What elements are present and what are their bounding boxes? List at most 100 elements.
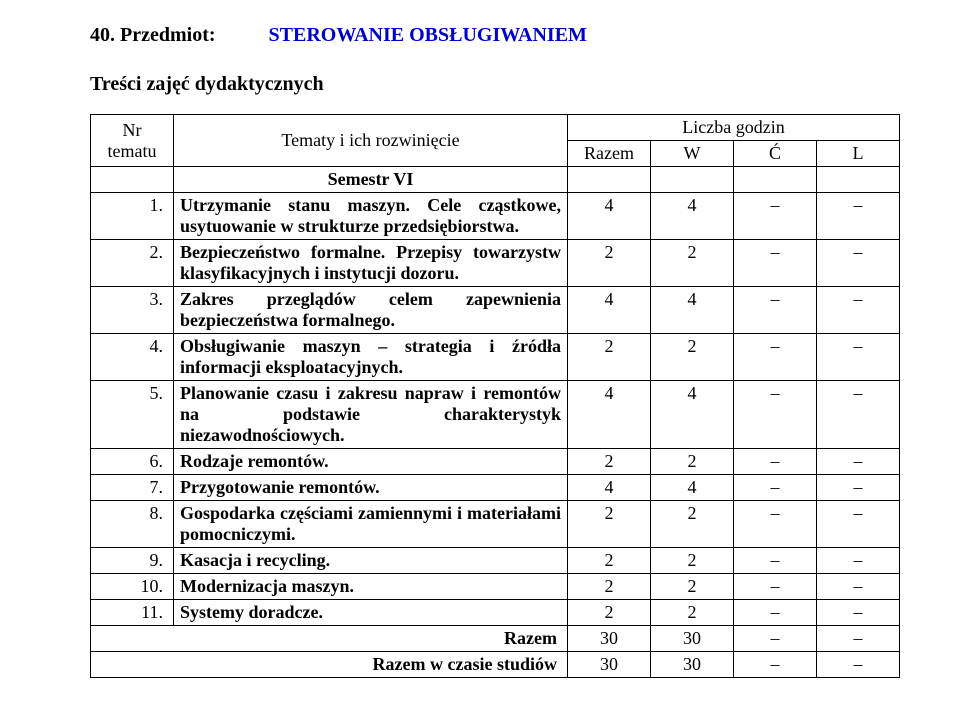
- total-studia-label: Razem w czasie studiów: [91, 652, 568, 678]
- row-razem: 4: [568, 193, 651, 240]
- row-razem: 2: [568, 600, 651, 626]
- row-number: 8.: [91, 501, 174, 548]
- row-c: –: [734, 287, 817, 334]
- row-w: 2: [651, 449, 734, 475]
- row-c: –: [734, 475, 817, 501]
- row-w: 2: [651, 501, 734, 548]
- przedmiot-label: Przedmiot:: [120, 24, 216, 46]
- col-header-razem: Razem: [568, 141, 651, 167]
- row-number: 11.: [91, 600, 174, 626]
- row-number: 1.: [91, 193, 174, 240]
- row-number: 9.: [91, 548, 174, 574]
- col-header-c: Ć: [734, 141, 817, 167]
- row-w: 2: [651, 334, 734, 381]
- table-row: 9.Kasacja i recycling.22––: [91, 548, 900, 574]
- table-row: 6.Rodzaje remontów.22––: [91, 449, 900, 475]
- row-topic: Obsługiwanie maszyn – strategia i źródła…: [174, 334, 568, 381]
- total-row-studia: Razem w czasie studiów3030––: [91, 652, 900, 678]
- row-razem: 2: [568, 574, 651, 600]
- col-header-l: L: [817, 141, 900, 167]
- row-razem: 2: [568, 548, 651, 574]
- row-c: –: [734, 449, 817, 475]
- table-row: 11.Systemy doradcze.22––: [91, 600, 900, 626]
- row-number: 2.: [91, 240, 174, 287]
- table-row: 7.Przygotowanie remontów.44––: [91, 475, 900, 501]
- col-header-tematy: Tematy i ich rozwinięcie: [174, 115, 568, 167]
- row-topic: Rodzaje remontów.: [174, 449, 568, 475]
- row-c: –: [734, 548, 817, 574]
- row-l: –: [817, 240, 900, 287]
- row-l: –: [817, 449, 900, 475]
- total-razem-label: Razem: [91, 626, 568, 652]
- header-line: 40. Przedmiot: STEROWANIE OBSŁUGIWANIEM: [90, 24, 900, 47]
- semester-label: Semestr VI: [174, 167, 568, 193]
- page: 40. Przedmiot: STEROWANIE OBSŁUGIWANIEM …: [0, 0, 960, 718]
- table-row: 2.Bezpieczeństwo formalne. Przepisy towa…: [91, 240, 900, 287]
- row-topic: Gospodarka częściami zamiennymi i materi…: [174, 501, 568, 548]
- row-c: –: [734, 193, 817, 240]
- row-topic: Modernizacja maszyn.: [174, 574, 568, 600]
- row-w: 2: [651, 600, 734, 626]
- subject-title: STEROWANIE OBSŁUGIWANIEM: [269, 24, 587, 46]
- row-w: 4: [651, 381, 734, 449]
- row-w: 2: [651, 240, 734, 287]
- row-w: 2: [651, 548, 734, 574]
- topics-table: Nr tematu Tematy i ich rozwinięcie Liczb…: [90, 114, 900, 678]
- table-row: 1.Utrzymanie stanu maszyn. Cele cząstkow…: [91, 193, 900, 240]
- row-number: 5.: [91, 381, 174, 449]
- total-razem-w: 30: [651, 626, 734, 652]
- row-topic: Utrzymanie stanu maszyn. Cele cząstkowe,…: [174, 193, 568, 240]
- total-studia-w: 30: [651, 652, 734, 678]
- row-razem: 4: [568, 287, 651, 334]
- total-razem-razem: 30: [568, 626, 651, 652]
- row-l: –: [817, 287, 900, 334]
- row-c: –: [734, 574, 817, 600]
- total-razem-l: –: [817, 626, 900, 652]
- row-number: 4.: [91, 334, 174, 381]
- row-c: –: [734, 381, 817, 449]
- row-razem: 2: [568, 501, 651, 548]
- row-l: –: [817, 475, 900, 501]
- row-razem: 4: [568, 381, 651, 449]
- col-header-nr: Nr tematu: [91, 115, 174, 167]
- row-razem: 2: [568, 334, 651, 381]
- row-topic: Planowanie czasu i zakresu napraw i remo…: [174, 381, 568, 449]
- row-topic: Przygotowanie remontów.: [174, 475, 568, 501]
- row-l: –: [817, 381, 900, 449]
- row-l: –: [817, 501, 900, 548]
- total-studia-razem: 30: [568, 652, 651, 678]
- row-l: –: [817, 548, 900, 574]
- row-topic: Bezpieczeństwo formalne. Przepisy towarz…: [174, 240, 568, 287]
- total-studia-l: –: [817, 652, 900, 678]
- row-w: 4: [651, 287, 734, 334]
- table-row: 5.Planowanie czasu i zakresu napraw i re…: [91, 381, 900, 449]
- row-number: 10.: [91, 574, 174, 600]
- semester-row: Semestr VI: [91, 167, 900, 193]
- row-number: 6.: [91, 449, 174, 475]
- row-w: 4: [651, 193, 734, 240]
- row-topic: Systemy doradcze.: [174, 600, 568, 626]
- row-c: –: [734, 501, 817, 548]
- section-number: 40.: [90, 24, 115, 46]
- total-razem-c: –: [734, 626, 817, 652]
- row-w: 4: [651, 475, 734, 501]
- row-topic: Kasacja i recycling.: [174, 548, 568, 574]
- row-topic: Zakres przeglądów celem zapewnienia bezp…: [174, 287, 568, 334]
- row-l: –: [817, 334, 900, 381]
- table-row: 4.Obsługiwanie maszyn – strategia i źród…: [91, 334, 900, 381]
- table-row: 3.Zakres przeglądów celem zapewnienia be…: [91, 287, 900, 334]
- row-number: 3.: [91, 287, 174, 334]
- row-c: –: [734, 334, 817, 381]
- table-row: 10.Modernizacja maszyn.22––: [91, 574, 900, 600]
- total-row-razem: Razem3030––: [91, 626, 900, 652]
- table-row: 8.Gospodarka częściami zamiennymi i mate…: [91, 501, 900, 548]
- row-c: –: [734, 600, 817, 626]
- row-razem: 2: [568, 240, 651, 287]
- row-number: 7.: [91, 475, 174, 501]
- col-header-w: W: [651, 141, 734, 167]
- row-razem: 4: [568, 475, 651, 501]
- row-l: –: [817, 574, 900, 600]
- total-studia-c: –: [734, 652, 817, 678]
- col-header-liczba: Liczba godzin: [568, 115, 900, 141]
- row-w: 2: [651, 574, 734, 600]
